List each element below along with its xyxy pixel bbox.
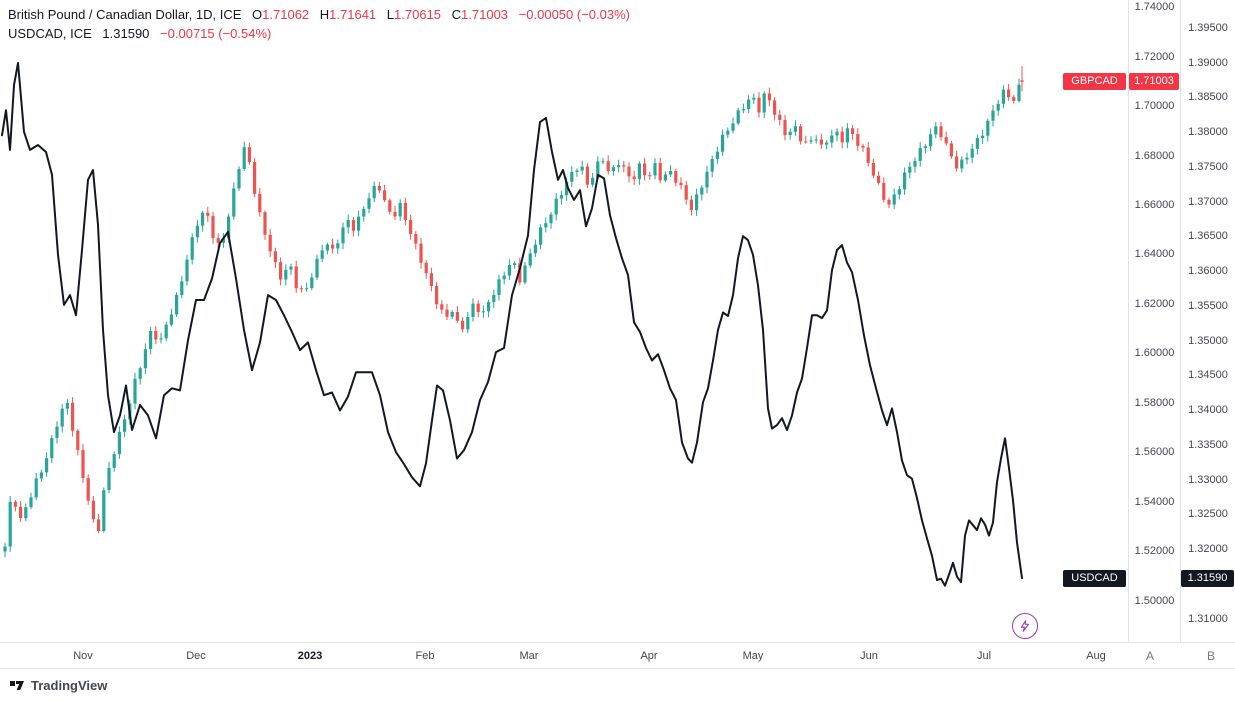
legend-main-series: British Pound / Canadian Dollar, 1D, ICE… bbox=[8, 5, 630, 24]
lightning-bolt-icon bbox=[1020, 620, 1030, 632]
symbol-title[interactable]: British Pound / Canadian Dollar, 1D, ICE bbox=[8, 7, 242, 22]
price-scale-usdcad[interactable]: 1.39500 1.39000 1.38500 1.38000 1.37500 1.370… bbox=[1180, 0, 1235, 642]
price-tick-label: 1.32000 bbox=[1188, 543, 1228, 556]
price-tick-label: 1.36500 bbox=[1188, 230, 1228, 243]
overlay-symbol-title[interactable]: USDCAD, ICE bbox=[8, 26, 92, 41]
time-tick-label: Aug bbox=[1086, 650, 1106, 662]
tradingview-logo-icon bbox=[10, 681, 24, 690]
ohlc-open-label: O bbox=[252, 7, 263, 22]
gbpcad-price-label: GBPCAD bbox=[1063, 73, 1126, 91]
time-tick-label: May bbox=[742, 650, 764, 662]
price-tick-label: 1.72000 bbox=[1134, 50, 1175, 63]
legend-overlay-series: USDCAD, ICE 1.31590 −0.00715 (−0.54%) bbox=[8, 24, 630, 43]
brand-name: TradingView bbox=[31, 677, 108, 693]
price-tick-label: 1.31000 bbox=[1188, 612, 1228, 625]
time-tick-label: Jul bbox=[976, 650, 992, 662]
time-tick-label: Apr bbox=[640, 650, 658, 662]
price-tick-label: 1.60000 bbox=[1134, 347, 1175, 360]
time-scale[interactable]: Nov Dec 2023 Feb Mar Apr May Jun Jul Aug A B bbox=[0, 642, 1235, 668]
usdcad-price-value: 1.31590 bbox=[1181, 569, 1234, 587]
boost-button[interactable] bbox=[1012, 613, 1038, 639]
price-tick-label: 1.34500 bbox=[1188, 369, 1228, 382]
overlay-change: −0.00715 (−0.54%) bbox=[160, 26, 272, 41]
price-tick-label: 1.50000 bbox=[1134, 594, 1175, 607]
footer-bar: TradingView bbox=[0, 668, 1235, 701]
usdcad-price-label: USDCAD bbox=[1063, 569, 1126, 587]
symbol-change: −0.00050 (−0.03%) bbox=[518, 7, 630, 22]
price-tick-label: 1.62000 bbox=[1134, 297, 1175, 310]
price-tick-label: 1.34000 bbox=[1188, 404, 1228, 416]
ohlc-close-value: 1.71003 bbox=[461, 7, 509, 22]
ohlc-high-label: H bbox=[319, 7, 330, 22]
chart-pane[interactable] bbox=[0, 0, 1128, 642]
price-chart-canvas[interactable] bbox=[0, 0, 1128, 642]
price-tick-label: 1.68000 bbox=[1134, 149, 1175, 162]
price-tick-label: 1.38000 bbox=[1188, 126, 1228, 138]
tradingview-link[interactable]: TradingView bbox=[10, 677, 107, 693]
ohlc-low-value: 1.70615 bbox=[394, 7, 442, 22]
price-scale-gbpcad[interactable]: 1.74000 1.72000 1.70000 1.68000 1.66000 1.640… bbox=[1128, 0, 1180, 642]
time-tick-label: Nov bbox=[73, 650, 93, 662]
scale-toggle-b[interactable]: B bbox=[1207, 649, 1216, 663]
time-tick-label: 2023 bbox=[297, 650, 323, 662]
price-tick-label: 1.35000 bbox=[1188, 334, 1228, 347]
price-tick-label: 1.33000 bbox=[1188, 473, 1228, 486]
price-tick-label: 1.54000 bbox=[1134, 495, 1175, 508]
price-tick-label: 1.58000 bbox=[1134, 396, 1175, 409]
gbpcad-price-value: 1.71003 bbox=[1129, 73, 1179, 91]
overlay-last-value: 1.31590 bbox=[102, 26, 150, 41]
price-tick-label: 1.52000 bbox=[1134, 545, 1175, 557]
ohlc-high-value: 1.71641 bbox=[329, 7, 377, 22]
price-tick-label: 1.37500 bbox=[1188, 160, 1228, 173]
price-tick-label: 1.39000 bbox=[1188, 56, 1228, 69]
time-tick-label: Mar bbox=[519, 650, 539, 662]
price-tick-label: 1.39500 bbox=[1188, 21, 1228, 34]
ohlc-open-value: 1.71062 bbox=[262, 7, 310, 22]
price-scales: 1.74000 1.72000 1.70000 1.68000 1.66000 1.640… bbox=[1128, 0, 1235, 642]
time-tick-label: Jun bbox=[860, 650, 878, 662]
price-tick-label: 1.35500 bbox=[1188, 299, 1228, 312]
price-tick-label: 1.33500 bbox=[1188, 438, 1228, 451]
ohlc-low-label: L bbox=[386, 7, 395, 22]
ohlc-close-label: C bbox=[451, 7, 462, 22]
price-tick-label: 1.64000 bbox=[1134, 248, 1175, 261]
price-tick-label: 1.38500 bbox=[1188, 91, 1228, 104]
price-tick-label: 1.32500 bbox=[1188, 508, 1228, 521]
price-tick-label: 1.74000 bbox=[1134, 1, 1175, 14]
scale-toggle-a[interactable]: A bbox=[1146, 649, 1155, 663]
price-tick-label: 1.56000 bbox=[1134, 446, 1175, 459]
time-tick-label: Feb bbox=[415, 650, 435, 662]
price-tick-label: 1.36000 bbox=[1188, 265, 1228, 277]
chart-legend: British Pound / Canadian Dollar, 1D, ICE… bbox=[8, 5, 630, 43]
price-tick-label: 1.37000 bbox=[1188, 195, 1228, 208]
price-tick-label: 1.66000 bbox=[1134, 198, 1175, 211]
price-tick-label: 1.70000 bbox=[1134, 100, 1175, 112]
time-tick-label: Dec bbox=[186, 650, 206, 662]
